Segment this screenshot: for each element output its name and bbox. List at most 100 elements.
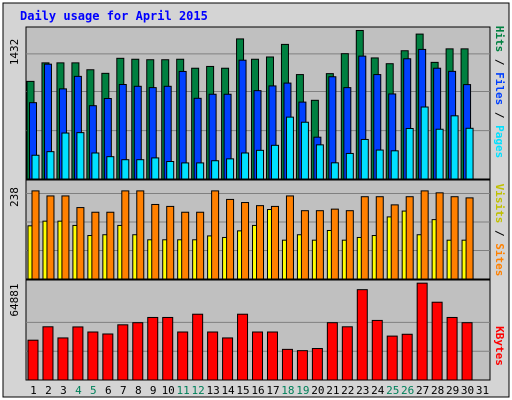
sites-bar — [136, 190, 145, 280]
pages-bar — [375, 149, 384, 180]
kbytes-bar — [57, 337, 69, 381]
x-tick-label: 31 — [476, 384, 489, 397]
x-tick-label: 16 — [251, 384, 264, 397]
x-tick-label: 7 — [120, 384, 127, 397]
x-tick-label: 18 — [281, 384, 294, 397]
pages-bar — [360, 138, 369, 180]
pages-bar — [136, 159, 145, 180]
kbytes-bar — [252, 331, 264, 381]
pages-bar — [420, 106, 429, 180]
sites-bar — [375, 196, 384, 280]
kbytes-bar — [281, 348, 293, 381]
y-max-label-3: 64881 — [8, 283, 21, 316]
legend-panel2-entry: Visits — [493, 184, 506, 224]
pages-bar — [46, 151, 55, 180]
pages-bar — [330, 162, 339, 180]
pages-bar — [226, 158, 235, 180]
pages-bar — [121, 159, 130, 180]
pages-bar — [390, 150, 399, 180]
x-tick-label: 21 — [326, 384, 339, 397]
sites-bar — [151, 203, 160, 280]
kbytes-bar — [341, 326, 353, 381]
x-tick-label: 3 — [60, 384, 67, 397]
x-tick-label: 23 — [356, 384, 369, 397]
kbytes-bar — [431, 301, 443, 381]
x-tick-label: 1 — [30, 384, 37, 397]
legend-panel3-entry: KBytes — [493, 326, 506, 366]
sites-bar — [315, 210, 324, 280]
pages-bar — [241, 152, 250, 180]
x-tick-label: 26 — [401, 384, 414, 397]
x-tick-label: 15 — [236, 384, 249, 397]
kbytes-bar — [326, 322, 338, 381]
sites-bar — [76, 207, 85, 280]
pages-bar — [106, 156, 115, 180]
kbytes-bar — [266, 331, 278, 381]
legend-panel1-entry: Files — [493, 72, 506, 105]
pages-bar — [76, 132, 85, 180]
pages-bar — [450, 115, 459, 180]
sites-bar — [46, 195, 55, 280]
x-tick-label: 2 — [45, 384, 52, 397]
kbytes-bar — [386, 335, 398, 381]
kbytes-bar — [356, 289, 368, 381]
pages-bar — [166, 161, 175, 180]
kbytes-bar — [446, 316, 458, 381]
sites-bar — [61, 195, 70, 280]
x-tick-label: 13 — [206, 384, 219, 397]
x-tick-label: 25 — [386, 384, 399, 397]
sites-bar — [405, 196, 414, 280]
sites-bar — [465, 197, 474, 280]
y-max-label-1: 1432 — [8, 39, 21, 66]
pages-bar — [435, 128, 444, 180]
sites-bar — [390, 204, 399, 280]
kbytes-bar — [102, 333, 114, 381]
sites-bar — [450, 196, 459, 280]
kbytes-bar — [192, 313, 204, 381]
pages-bar — [256, 149, 265, 180]
kbytes-bar — [162, 316, 174, 381]
pages-bar — [196, 162, 205, 180]
pages-bar — [211, 160, 220, 180]
x-tick-label: 9 — [150, 384, 157, 397]
legend-panel1-separator: / — [493, 105, 506, 125]
kbytes-bar — [27, 339, 39, 381]
pages-bar — [405, 127, 414, 180]
pages-bar — [61, 132, 70, 180]
kbytes-bar — [401, 333, 413, 381]
sites-bar — [360, 196, 369, 280]
kbytes-bar — [42, 326, 54, 381]
kbytes-bar — [416, 282, 428, 381]
x-tick-label: 12 — [192, 384, 205, 397]
x-tick-label: 24 — [371, 384, 385, 397]
legend-panel1: Hits / Files / Pages — [493, 26, 506, 159]
legend-panel2-separator: / — [493, 223, 506, 243]
x-tick-label: 30 — [461, 384, 474, 397]
kbytes-bar — [72, 326, 84, 381]
legend-panel2: Visits / Sites — [493, 184, 506, 277]
sites-bar — [181, 211, 190, 280]
sites-bar — [196, 211, 205, 280]
sites-bar — [226, 198, 235, 280]
kbytes-bar — [87, 331, 99, 381]
x-tick-label: 6 — [105, 384, 112, 397]
legend-panel3: KBytes — [493, 326, 506, 366]
sites-bar — [435, 192, 444, 280]
legend-panel2-entry: Sites — [493, 243, 506, 276]
legend-panel1-separator: / — [493, 52, 506, 72]
x-tick-label: 19 — [296, 384, 309, 397]
kbytes-bar — [222, 337, 234, 381]
pages-bar — [181, 162, 190, 180]
pages-bar — [270, 144, 279, 180]
kbytes-bar — [207, 331, 219, 381]
x-tick-label: 4 — [75, 384, 82, 397]
sites-bar — [241, 202, 250, 280]
pages-bar — [285, 116, 294, 180]
sites-bar — [330, 208, 339, 280]
kbytes-bar — [237, 313, 249, 381]
pages-bar — [465, 127, 474, 180]
sites-bar — [270, 205, 279, 280]
x-tick-label: 14 — [221, 384, 235, 397]
pages-bar — [31, 154, 40, 180]
